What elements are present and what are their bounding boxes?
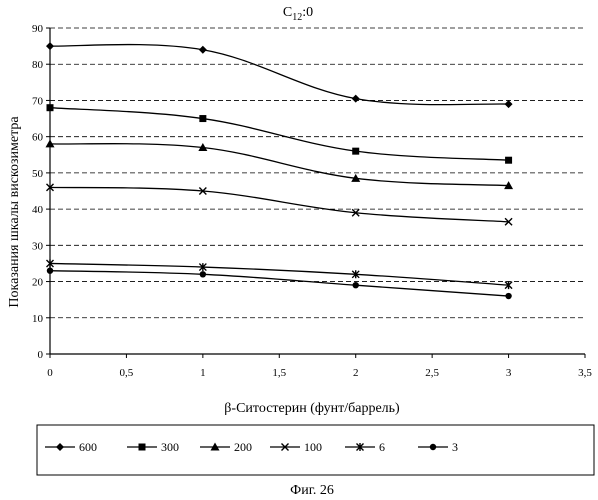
data-point-3 [353,282,359,288]
x-tick-label: 0 [47,367,53,379]
y-axis-label: Показания шкалы вискозиметра [7,116,22,308]
series-line-300 [50,108,509,161]
legend-label-100: 100 [304,440,322,454]
chart-title-prefix: C [283,5,292,20]
series-line-100 [50,187,509,221]
x-tick-labels: 0 0,5 1 1,5 2 2,5 3 3,5 [47,367,592,379]
gridlines [50,28,585,318]
data-point-3 [200,271,206,277]
y-tick-label: 10 [32,313,44,325]
legend-label-600: 600 [79,440,97,454]
data-point-600 [505,100,513,108]
data-point-300 [505,157,512,164]
y-tick-label: 40 [32,204,44,216]
data-point-300 [199,115,206,122]
data-point-600 [352,95,360,103]
legend-marker-600 [56,443,64,451]
series-line-600 [50,45,509,105]
chart-title-suffix: :0 [302,5,313,20]
legend: 600 300 200 100 6 3 [45,440,458,454]
series-line-3 [50,271,509,296]
y-tick-label: 90 [32,23,44,35]
axes [46,28,585,358]
y-tick-label: 20 [32,277,44,289]
legend-marker-3 [430,444,436,450]
data-point-3 [505,293,511,299]
x-tick-label: 1,5 [272,367,286,379]
series-line-200 [50,144,509,186]
chart-title-subscript: 12 [292,12,302,23]
legend-label-3: 3 [452,440,458,454]
legend-label-300: 300 [161,440,179,454]
x-tick-label: 2,5 [425,367,439,379]
data-point-300 [47,104,54,111]
chart-title: C12:0 [283,5,313,23]
y-tick-label: 0 [38,349,44,361]
legend-label-200: 200 [234,440,252,454]
y-tick-label: 30 [32,240,44,252]
y-tick-label: 80 [32,59,44,71]
figure-caption: Фиг. 26 [290,483,334,498]
x-tick-label: 0,5 [120,367,134,379]
data-point-3 [47,267,53,273]
y-tick-labels: 0 10 20 30 40 50 60 70 80 90 [32,23,44,361]
x-tick-label: 1 [200,367,206,379]
x-tick-label: 2 [353,367,359,379]
x-tick-label: 3,5 [578,367,592,379]
y-tick-label: 50 [32,168,44,180]
y-tick-label: 70 [32,95,44,107]
legend-label-6: 6 [379,440,385,454]
legend-marker-300 [139,444,146,451]
data-point-600 [46,42,54,50]
data-point-300 [352,148,359,155]
series-lines [46,42,514,299]
data-point-600 [199,46,207,54]
y-tick-label: 60 [32,132,44,144]
x-axis-label: β-Ситостерин (фунт/баррель) [224,401,400,416]
x-tick-label: 3 [506,367,512,379]
